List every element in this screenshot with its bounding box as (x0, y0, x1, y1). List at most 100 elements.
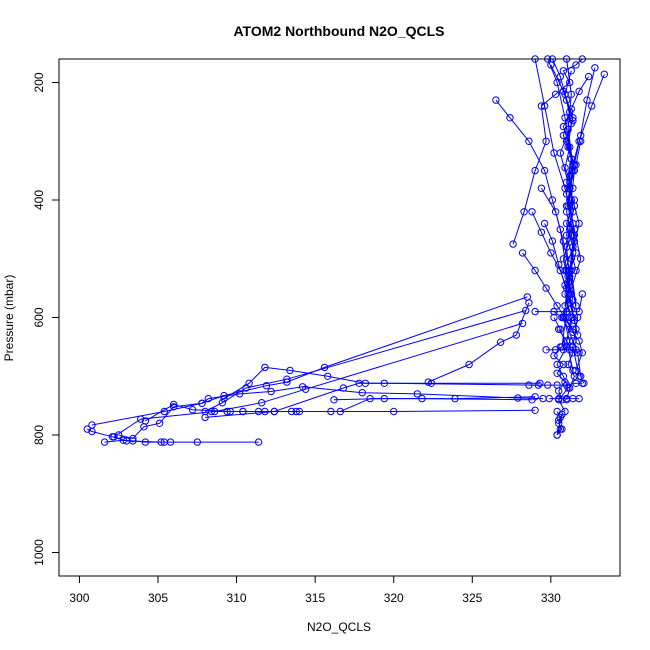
series-39 (545, 394, 583, 403)
data-point (380, 394, 388, 403)
data-point (267, 387, 275, 396)
x-tick-label: 310 (227, 591, 247, 605)
series-36 (525, 379, 586, 389)
data-point (242, 384, 250, 392)
data-point (551, 346, 560, 354)
data-point (553, 302, 561, 310)
data-point (254, 438, 263, 446)
data-point (553, 431, 561, 439)
data-point (137, 415, 145, 423)
data-point (577, 255, 585, 263)
plot-area (83, 55, 608, 446)
data-point (550, 313, 558, 322)
data-point (119, 436, 128, 444)
data-point (578, 349, 586, 357)
data-point (261, 363, 269, 372)
series-line (333, 398, 533, 401)
data-point (413, 390, 421, 398)
data-point (239, 407, 247, 416)
series-line (556, 411, 563, 436)
data-point (600, 70, 608, 79)
data-point (339, 384, 348, 392)
data-point (564, 184, 572, 193)
x-tick-label: 320 (384, 591, 404, 605)
data-point (562, 219, 571, 228)
data-point (540, 219, 549, 228)
data-point (542, 346, 550, 354)
data-point (561, 266, 569, 275)
data-point (559, 360, 568, 369)
data-point (567, 105, 575, 113)
series-line (204, 310, 526, 412)
data-point (100, 438, 109, 446)
y-axis-label: Pressure (mbar) (2, 275, 16, 362)
data-point (496, 338, 505, 346)
data-point (578, 290, 586, 298)
series-31 (561, 67, 579, 193)
data-point (583, 96, 591, 104)
data-point (518, 319, 527, 328)
data-point (492, 96, 500, 104)
data-point (575, 394, 583, 403)
data-point (553, 369, 561, 377)
series-line (534, 58, 582, 330)
data-point (572, 61, 580, 69)
data-point (548, 196, 557, 204)
data-point (193, 438, 202, 446)
data-point (562, 307, 571, 316)
data-point (572, 346, 580, 354)
y-tick-label: 600 (32, 307, 46, 327)
x-tick-label: 330 (541, 591, 561, 605)
series-37 (531, 290, 586, 316)
x-tick-label: 305 (148, 591, 168, 605)
data-point (523, 293, 531, 301)
data-point (556, 72, 564, 81)
y-axis: 200 400 600 800 1000 (32, 72, 59, 566)
data-point (286, 366, 294, 375)
data-point (88, 421, 96, 429)
series-10 (110, 319, 527, 441)
data-point (528, 396, 536, 404)
y-tick-label: 200 (32, 72, 46, 92)
data-point (536, 379, 544, 387)
series-line (562, 199, 575, 342)
data-point (575, 307, 583, 316)
series-line (564, 70, 575, 189)
x-tick-label: 315 (305, 591, 325, 605)
series-12 (330, 394, 536, 404)
series-line (553, 346, 566, 400)
data-point (542, 284, 550, 292)
x-axis-label: N2O_QCLS (307, 620, 371, 634)
data-point (327, 407, 335, 416)
data-point (465, 360, 473, 369)
data-point (210, 407, 219, 416)
data-point (390, 407, 398, 416)
data-point (555, 416, 563, 424)
series-line (535, 293, 583, 313)
data-point (418, 394, 426, 403)
data-point (262, 382, 271, 390)
data-point (514, 394, 522, 402)
data-point (572, 249, 580, 257)
data-point (155, 419, 164, 427)
data-point (567, 67, 575, 75)
data-point (115, 431, 123, 439)
data-point (525, 381, 533, 389)
data-point (558, 396, 566, 404)
data-point (545, 394, 553, 403)
data-point (559, 237, 568, 245)
data-point (588, 102, 596, 110)
data-point (129, 434, 137, 443)
data-point (122, 437, 131, 445)
data-point (569, 184, 577, 193)
data-point (283, 375, 291, 383)
data-point (569, 243, 577, 251)
series-32 (559, 72, 593, 210)
data-point (509, 240, 517, 248)
data-point (591, 64, 599, 72)
data-point (578, 379, 586, 387)
data-point (564, 360, 572, 369)
data-point (258, 399, 266, 407)
data-point (220, 391, 228, 400)
